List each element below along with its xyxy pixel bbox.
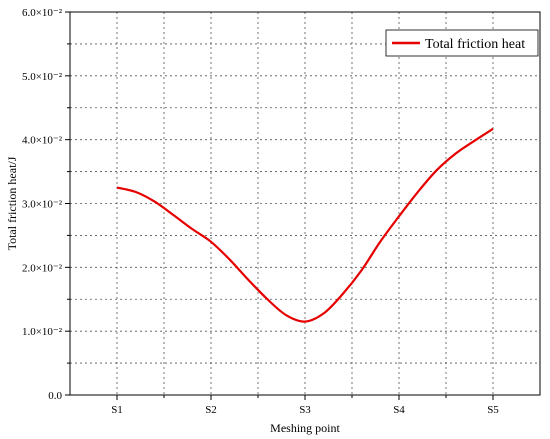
series-line (116, 127, 494, 323)
y-tick-label: 4.0×10⁻² (22, 135, 63, 147)
x-tick-label: S2 (205, 404, 217, 416)
y-tick-label: 3.0×10⁻² (22, 199, 63, 211)
x-tick-label: S1 (111, 404, 123, 416)
y-tick-label: 2.0×10⁻² (22, 262, 63, 274)
y-tick-label: 1.0×10⁻² (22, 326, 63, 338)
axis-ticks: S1 S2 S3 S4 S5 0.0 1.0×10⁻² 2.0×10⁻² 3.0×10⁻² 4.0… (22, 7, 499, 416)
x-tick-label: S5 (487, 404, 499, 416)
legend: Total friction heat (385, 29, 539, 57)
y-axis-label: Total friction heat/J (5, 156, 19, 250)
x-axis-label: Meshing point (270, 421, 340, 435)
y-tick-label: 6.0×10⁻² (22, 7, 63, 19)
legend-entry-label: Total friction heat (425, 37, 525, 52)
x-tick-label: S3 (299, 404, 311, 416)
x-tick-label: S4 (393, 404, 405, 416)
series-layer (116, 127, 494, 323)
y-tick-label: 5.0×10⁻² (22, 71, 63, 83)
y-tick-label: 0.0 (48, 390, 62, 402)
